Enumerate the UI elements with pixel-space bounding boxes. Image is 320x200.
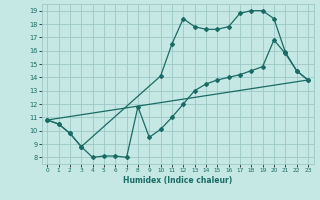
X-axis label: Humidex (Indice chaleur): Humidex (Indice chaleur) (123, 176, 232, 185)
